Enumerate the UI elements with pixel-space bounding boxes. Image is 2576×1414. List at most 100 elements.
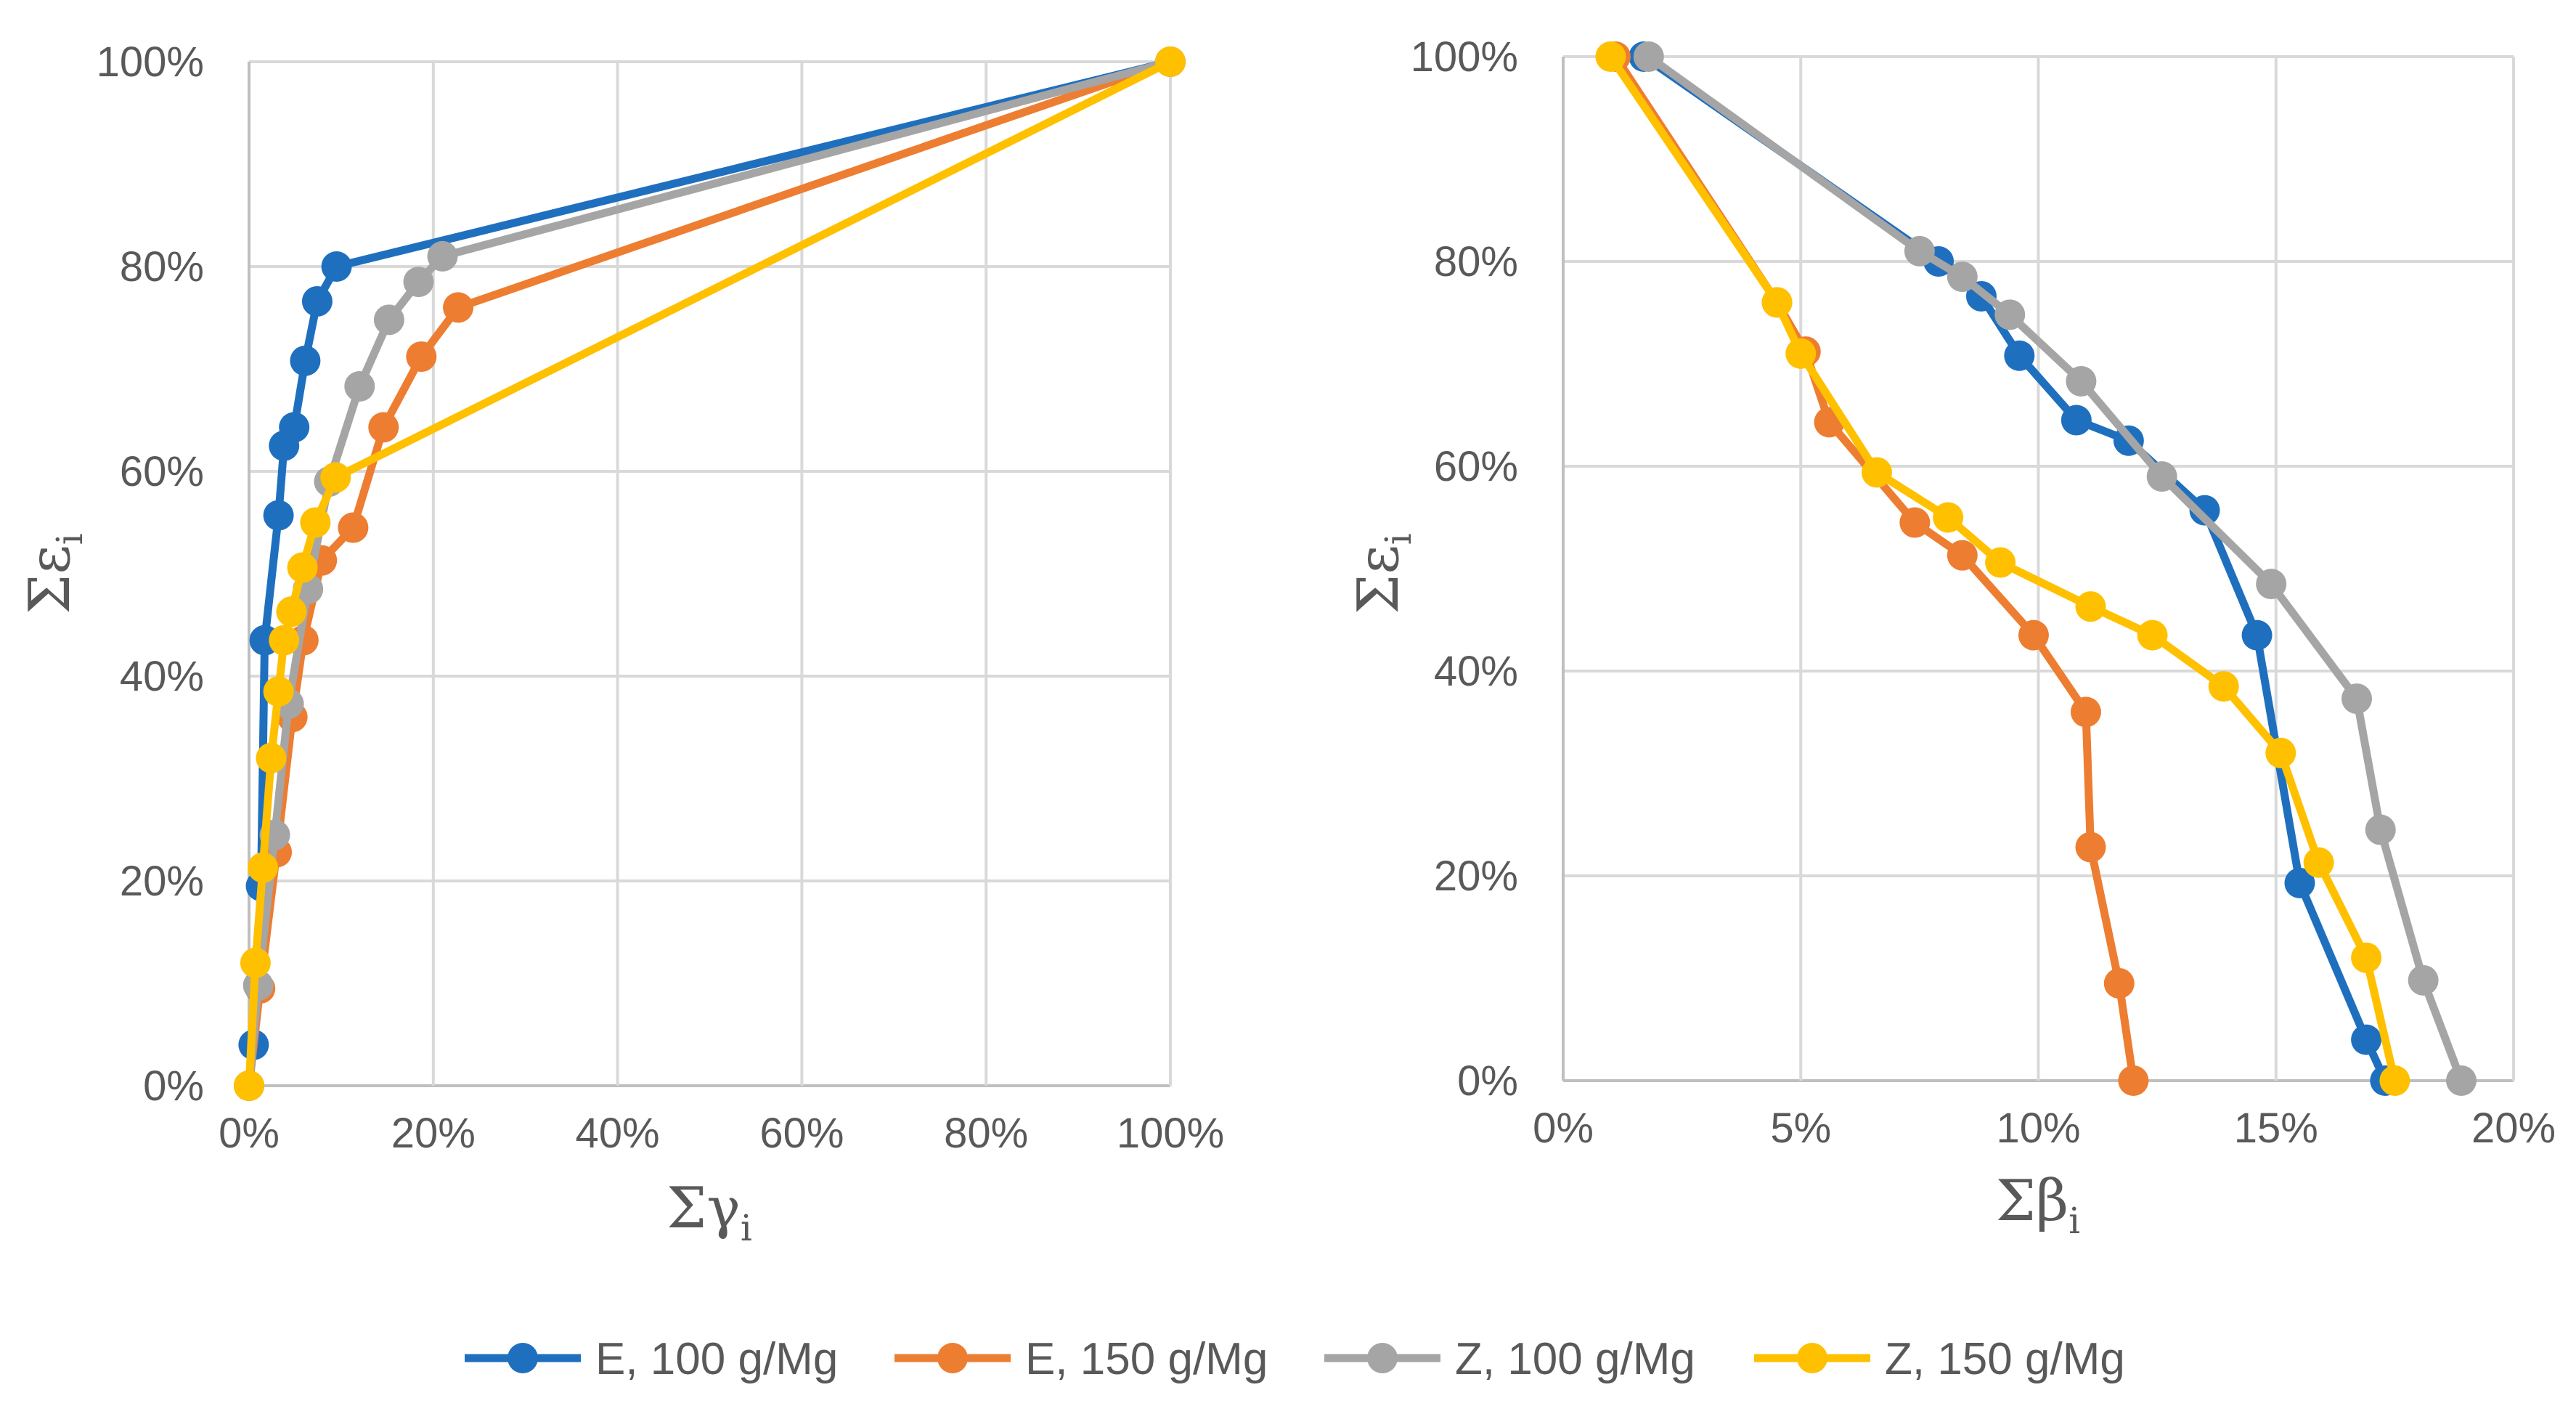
- legend-label: Z, 100 g/Mg: [1455, 1334, 1695, 1384]
- data-point: [2070, 696, 2101, 728]
- x-tick-label: 5%: [1770, 1105, 1831, 1152]
- data-point: [2446, 1065, 2477, 1096]
- data-point: [406, 341, 437, 373]
- data-point: [2351, 1024, 2382, 1055]
- data-point: [2066, 365, 2097, 397]
- x-tick-label: 20%: [391, 1110, 476, 1157]
- x-axis-title: Σβi: [1996, 1169, 2080, 1242]
- series-line: [245, 57, 1172, 1086]
- data-point: [2075, 832, 2106, 863]
- data-point: [301, 285, 333, 317]
- data-point: [263, 676, 294, 707]
- x-axis-title-subscript: i: [741, 1207, 752, 1249]
- left-chart-panel: 0% 20% 40% 60% 80% 100% 0% 20% 40% 60% 80% 100% Σγi Σ…: [17, 38, 1224, 1249]
- legend-item: Z, 100 g/Mg: [1324, 1334, 1695, 1384]
- legend-item: Z, 150 g/Mg: [1754, 1334, 2125, 1384]
- legend-item: E, 150 g/Mg: [894, 1334, 1268, 1384]
- data-point: [2118, 1065, 2149, 1096]
- x-axis-title-subscript: i: [2068, 1200, 2080, 1242]
- y-tick-label: 60%: [1434, 443, 1518, 490]
- x-tick-label: 100%: [1117, 1110, 1224, 1157]
- series-line: [1612, 54, 2137, 1081]
- data-point: [2208, 671, 2239, 702]
- data-point: [373, 304, 404, 336]
- data-point: [276, 596, 307, 627]
- x-tick-label: 0%: [219, 1110, 280, 1157]
- data-point: [1633, 41, 1664, 72]
- data-point: [2265, 737, 2296, 768]
- x-tick-label: 40%: [576, 1110, 660, 1157]
- data-point: [403, 267, 434, 298]
- data-point: [1947, 261, 1978, 293]
- data-point: [2137, 619, 2168, 651]
- series-e-150-g-mg: [234, 46, 1186, 1101]
- x-tick-label: 80%: [944, 1110, 1028, 1157]
- data-point: [1861, 457, 1892, 488]
- y-tick-label: 40%: [120, 653, 204, 700]
- series-line: [245, 57, 1172, 1086]
- data-point: [1155, 46, 1186, 77]
- data-point: [368, 412, 399, 443]
- data-point: [2018, 619, 2049, 651]
- data-point: [1785, 338, 1817, 369]
- data-point: [443, 292, 474, 323]
- data-point: [2004, 340, 2035, 371]
- legend-swatch-marker: [1367, 1343, 1398, 1373]
- x-tick-label: 0%: [1533, 1105, 1594, 1152]
- y-tick-label: 80%: [120, 243, 204, 290]
- data-point: [279, 412, 310, 443]
- data-point: [1994, 299, 2026, 330]
- data-point: [300, 507, 331, 538]
- data-point: [263, 500, 294, 531]
- data-point: [2303, 847, 2334, 878]
- x-axis-title: Σγi: [667, 1176, 752, 1249]
- data-point: [1595, 41, 1626, 72]
- y-axis-title: Σεi: [1346, 533, 1419, 614]
- y-tick-label: 100%: [1411, 33, 1518, 81]
- data-point: [2103, 968, 2135, 999]
- data-point: [320, 462, 351, 493]
- series-e-100-g-mg: [234, 46, 1186, 1101]
- y-tick-label: 0%: [143, 1062, 204, 1110]
- y-tick-label: 20%: [120, 858, 204, 905]
- legend-swatch-marker: [508, 1343, 538, 1373]
- data-point: [287, 552, 318, 583]
- data-point: [2284, 867, 2315, 898]
- y-tick-label: 60%: [120, 448, 204, 495]
- data-point: [2241, 619, 2273, 651]
- data-point: [2256, 569, 2287, 600]
- data-point: [2365, 814, 2396, 845]
- data-point: [427, 240, 458, 272]
- data-point: [256, 742, 287, 773]
- data-point: [1947, 540, 1978, 571]
- data-point: [1761, 287, 1793, 318]
- y-tick-label: 100%: [97, 38, 204, 86]
- right-chart-panel: 0% 20% 40% 60% 80% 100% 0% 5% 10% 15% 20% Σβi Σεi: [1346, 33, 2556, 1242]
- series-z-100-g-mg: [234, 46, 1186, 1101]
- legend-swatch-marker: [1797, 1343, 1827, 1373]
- series-line: [245, 58, 1173, 1086]
- y-tick-label: 20%: [1434, 853, 1518, 900]
- y-tick-label: 40%: [1434, 648, 1518, 695]
- series-e-150-g-mg: [1599, 41, 2149, 1096]
- x-tick-label: 10%: [1996, 1105, 2080, 1152]
- y-axis-title-subscript: i: [1377, 533, 1419, 545]
- data-point: [2379, 1065, 2410, 1096]
- data-point: [2189, 495, 2220, 526]
- x-tick-label: 20%: [2471, 1105, 2556, 1152]
- data-point: [248, 852, 279, 883]
- data-point: [1904, 235, 1935, 267]
- data-point: [344, 370, 375, 402]
- x-tick-label: 15%: [2234, 1105, 2318, 1152]
- y-axis-title-subscript: i: [49, 533, 91, 545]
- data-point: [2341, 683, 2373, 715]
- legend: E, 100 g/Mg E, 150 g/Mg Z, 100 g/Mg Z, 150 …: [465, 1334, 2125, 1384]
- y-axis-title: Σεi: [17, 533, 91, 614]
- data-point: [1985, 547, 2016, 578]
- data-point: [2061, 405, 2092, 436]
- data-point: [2146, 461, 2177, 492]
- legend-label: Z, 150 g/Mg: [1885, 1334, 2125, 1384]
- y-tick-label: 80%: [1434, 238, 1518, 285]
